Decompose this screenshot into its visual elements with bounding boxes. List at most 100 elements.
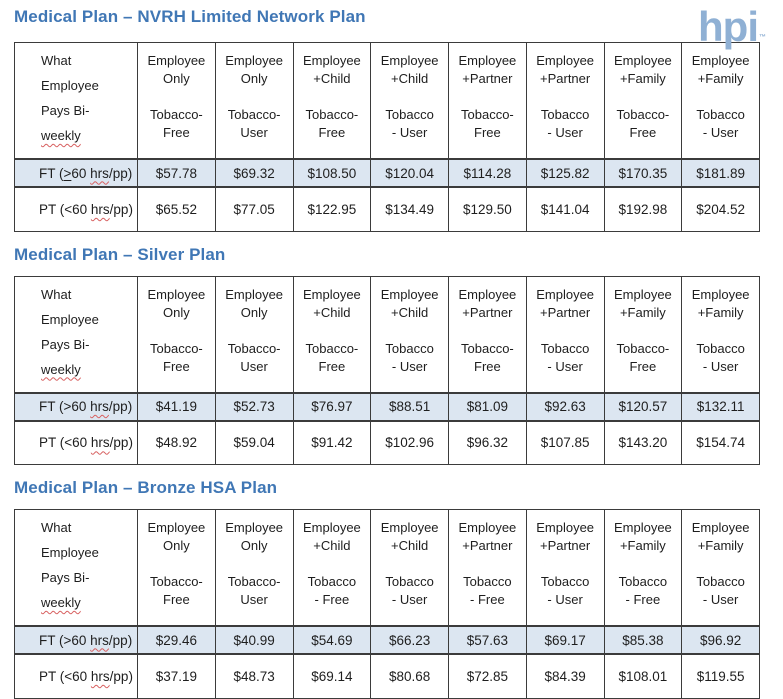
label-text: What xyxy=(41,286,72,302)
rate-cell: $59.04 xyxy=(214,420,294,465)
plan-section-silver: Medical Plan – Silver Plan What Employee P… xyxy=(0,244,783,465)
rate-cell: $125.82 xyxy=(525,158,605,188)
label-text: Pays Bi- xyxy=(41,570,90,585)
label-text: PT (<60 xyxy=(39,668,91,684)
column-header: Employee +Partner Tobacco- Free xyxy=(448,275,527,394)
spellcheck-word: hrs xyxy=(90,435,110,451)
corner-header-line: What xyxy=(41,286,136,304)
corner-header-line: Employee xyxy=(41,77,136,95)
rate-cell: $77.05 xyxy=(214,186,294,232)
corner-header-line: weekly xyxy=(41,127,136,145)
label-text: /pp) xyxy=(108,399,133,414)
label-text: Pays Bi- xyxy=(41,336,90,352)
rate-cell: $80.68 xyxy=(370,653,449,699)
column-header: Employee +Child Tobacco - User xyxy=(370,42,449,160)
rate-cell: $65.52 xyxy=(137,186,216,232)
rate-cell: $66.23 xyxy=(370,625,449,655)
corner-header-line: What xyxy=(41,519,136,537)
column-header: Employee +Child Tobacco - User xyxy=(370,509,449,627)
rate-cell: $108.01 xyxy=(603,653,683,699)
rate-cell: $170.35 xyxy=(603,158,683,188)
corner-header-line: Pays Bi- xyxy=(41,102,136,120)
rate-cell: $134.49 xyxy=(370,186,449,232)
row-label: FT (>60 hrs/pp) xyxy=(14,392,138,422)
label-text: > xyxy=(63,165,72,181)
label-text: /pp) xyxy=(109,435,133,451)
spellcheck-word: weekly xyxy=(41,361,81,377)
column-header: Employee +Child Tobacco- Free xyxy=(292,275,372,394)
pt-row: PT (<60 hrs/pp) $65.52 $77.05 $122.95 $134.4… xyxy=(14,186,760,232)
rate-cell: $48.73 xyxy=(214,653,294,699)
rate-cell: $84.39 xyxy=(525,653,605,699)
column-header: Employee Only Tobacco- Free xyxy=(137,509,216,627)
rate-cell: $119.55 xyxy=(681,653,760,699)
column-header: Employee +Child Tobacco - Free xyxy=(292,509,372,627)
corner-header: What Employee Pays Bi-weekly xyxy=(14,275,138,394)
rate-cell: $181.89 xyxy=(681,158,760,188)
label-text: PT (<60 xyxy=(39,435,91,451)
corner-header-line: What xyxy=(41,52,136,70)
section-title: Medical Plan – Bronze HSA Plan xyxy=(14,478,278,497)
corner-header-line: Pays Bi- xyxy=(41,336,136,354)
column-header: Employee +Partner Tobacco - Free xyxy=(448,509,527,627)
rate-cell: $107.85 xyxy=(525,420,605,465)
corner-header-line: weekly xyxy=(41,361,136,379)
column-header: Employee Only Tobacco- Free xyxy=(137,42,216,160)
column-header: Employee Only Tobacco- User xyxy=(214,42,294,160)
label-text: What xyxy=(41,520,72,535)
rates-table-nvrh: What Employee Pays Bi-weekly Employee Only To… xyxy=(14,42,760,232)
column-header: Employee +Family Tobacco - User xyxy=(681,509,760,627)
label-text: FT (>60 xyxy=(39,632,91,648)
label-text: FT (>60 xyxy=(39,399,91,414)
column-header: Employee +Child Tobacco- Free xyxy=(292,42,372,160)
rate-cell: $40.99 xyxy=(214,625,294,655)
header-row: What Employee Pays Bi-weekly Employee Only To… xyxy=(14,509,760,627)
rate-cell: $192.98 xyxy=(603,186,683,232)
header-row: What Employee Pays Bi-weekly Employee Only To… xyxy=(14,275,760,394)
column-header: Employee +Family Tobacco - User xyxy=(681,42,760,160)
column-header: Employee +Partner Tobacco - User xyxy=(525,509,605,627)
label-text: PT (<60 xyxy=(39,201,91,217)
label-text: /pp) xyxy=(108,165,133,181)
row-label: PT (<60 hrs/pp) xyxy=(14,186,138,232)
column-header: Employee Only Tobacco- User xyxy=(214,275,294,394)
corner-header-line: Employee xyxy=(41,544,136,562)
rate-cell: $96.92 xyxy=(681,625,760,655)
plan-section-bronze-hsa: Medical Plan – Bronze HSA Plan What Emplo… xyxy=(0,477,783,699)
rate-cell: $41.19 xyxy=(137,392,216,422)
column-header: Employee +Family Tobacco - Free xyxy=(603,509,683,627)
rate-cell: $37.19 xyxy=(137,653,216,699)
spellcheck-word: hrs xyxy=(90,668,110,684)
rate-cell: $48.92 xyxy=(137,420,216,465)
rate-cell: $88.51 xyxy=(370,392,449,422)
rate-cell: $102.96 xyxy=(370,420,449,465)
label-text: Pays Bi- xyxy=(41,103,90,118)
rate-cell: $132.11 xyxy=(681,392,760,422)
header-row: What Employee Pays Bi-weekly Employee Only To… xyxy=(14,42,760,160)
column-header: Employee Only Tobacco- User xyxy=(214,509,294,627)
rate-cell: $114.28 xyxy=(448,158,527,188)
rate-cell: $122.95 xyxy=(292,186,372,232)
label-text: /pp) xyxy=(108,632,133,648)
corner-header: What Employee Pays Bi-weekly xyxy=(14,509,138,627)
rate-cell: $72.85 xyxy=(448,653,527,699)
column-header: Employee +Partner Tobacco- Free xyxy=(448,42,527,160)
section-title: Medical Plan – NVRH Limited Network Plan xyxy=(14,7,366,26)
ft-row: FT (>60 hrs/pp) $29.46 $40.99 $54.69 $66.23 $… xyxy=(14,625,760,655)
rate-cell: $69.14 xyxy=(292,653,372,699)
label-text: Employee xyxy=(41,78,99,93)
pt-row: PT (<60 hrs/pp) $37.19 $48.73 $69.14 $80.68 $… xyxy=(14,653,760,699)
rate-cell: $69.32 xyxy=(214,158,294,188)
rates-table-silver: What Employee Pays Bi-weekly Employee Only To… xyxy=(14,275,760,465)
column-header: Employee +Child Tobacco - User xyxy=(370,275,449,394)
column-header: Employee +Partner Tobacco - User xyxy=(525,275,605,394)
rate-cell: $52.73 xyxy=(214,392,294,422)
corner-header: What Employee Pays Bi-weekly xyxy=(14,42,138,160)
section-title: Medical Plan – Silver Plan xyxy=(14,244,226,264)
spellcheck-word: hrs xyxy=(90,632,109,648)
column-header: Employee Only Tobacco- Free xyxy=(137,275,216,394)
ft-row: FT (>60 hrs/pp) $41.19 $52.73 $76.97 $88.51 $… xyxy=(14,392,760,422)
column-header: Employee +Partner Tobacco - User xyxy=(525,42,605,160)
label-text: What xyxy=(41,53,72,68)
rate-cell: $85.38 xyxy=(603,625,683,655)
